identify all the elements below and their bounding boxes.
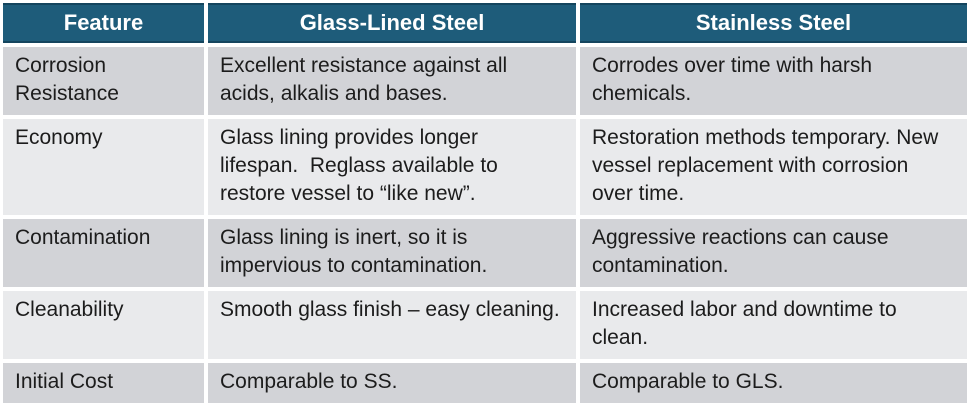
table-body: Corrosion Resistance Excellent resistanc… (3, 47, 967, 403)
table-row: Cleanability Smooth glass finish – easy … (3, 291, 967, 359)
glass-lined-steel-cell: Comparable to SS. (208, 363, 576, 403)
header-cell-glass-lined-steel: Glass-Lined Steel (208, 3, 576, 43)
stainless-steel-cell: Aggressive reactions can cause contamina… (580, 219, 967, 287)
header-cell-feature: Feature (3, 3, 204, 43)
glass-lined-steel-cell: Glass lining is inert, so it is impervio… (208, 219, 576, 287)
stainless-steel-cell: Increased labor and downtime to clean. (580, 291, 967, 359)
glass-lined-steel-cell: Excellent resistance against all acids, … (208, 47, 576, 115)
table-row: Contamination Glass lining is inert, so … (3, 219, 967, 287)
glass-lined-steel-cell: Smooth glass finish – easy cleaning. (208, 291, 576, 359)
stainless-steel-cell: Corrodes over time with harsh chemicals. (580, 47, 967, 115)
stainless-steel-cell: Restoration methods temporary. New vesse… (580, 119, 967, 215)
feature-cell: Cleanability (3, 291, 204, 359)
header-cell-stainless-steel: Stainless Steel (580, 3, 967, 43)
stainless-steel-cell: Comparable to GLS. (580, 363, 967, 403)
table-row: Corrosion Resistance Excellent resistanc… (3, 47, 967, 115)
feature-cell: Contamination (3, 219, 204, 287)
glass-lined-steel-cell: Glass lining provides longer lifespan. R… (208, 119, 576, 215)
feature-cell: Economy (3, 119, 204, 215)
comparison-table: Feature Glass-Lined Steel Stainless Stee… (3, 3, 967, 403)
table-row: Initial Cost Comparable to SS. Comparabl… (3, 363, 967, 403)
feature-cell: Initial Cost (3, 363, 204, 403)
feature-cell: Corrosion Resistance (3, 47, 204, 115)
header-row: Feature Glass-Lined Steel Stainless Stee… (3, 3, 967, 43)
table-row: Economy Glass lining provides longer lif… (3, 119, 967, 215)
